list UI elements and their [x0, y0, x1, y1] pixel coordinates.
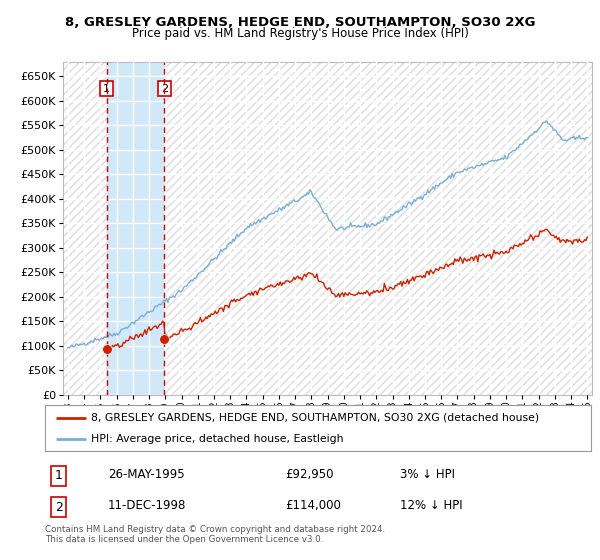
Text: 1: 1	[55, 469, 62, 482]
Text: 8, GRESLEY GARDENS, HEDGE END, SOUTHAMPTON, SO30 2XG (detached house): 8, GRESLEY GARDENS, HEDGE END, SOUTHAMPT…	[91, 413, 539, 423]
Text: Price paid vs. HM Land Registry's House Price Index (HPI): Price paid vs. HM Land Registry's House …	[131, 27, 469, 40]
Text: 3% ↓ HPI: 3% ↓ HPI	[400, 468, 455, 480]
Text: 2: 2	[161, 83, 168, 94]
Text: £114,000: £114,000	[285, 500, 341, 512]
Text: 11-DEC-1998: 11-DEC-1998	[108, 500, 186, 512]
Text: 26-MAY-1995: 26-MAY-1995	[108, 468, 184, 480]
Text: Contains HM Land Registry data © Crown copyright and database right 2024.
This d: Contains HM Land Registry data © Crown c…	[45, 525, 385, 544]
Bar	[107, 62, 164, 395]
Text: 8, GRESLEY GARDENS, HEDGE END, SOUTHAMPTON, SO30 2XG: 8, GRESLEY GARDENS, HEDGE END, SOUTHAMPT…	[65, 16, 535, 29]
Text: £92,950: £92,950	[285, 468, 334, 480]
Text: HPI: Average price, detached house, Eastleigh: HPI: Average price, detached house, East…	[91, 435, 344, 444]
Text: 2: 2	[55, 501, 62, 514]
Text: 1: 1	[103, 83, 110, 94]
Text: 12% ↓ HPI: 12% ↓ HPI	[400, 500, 463, 512]
